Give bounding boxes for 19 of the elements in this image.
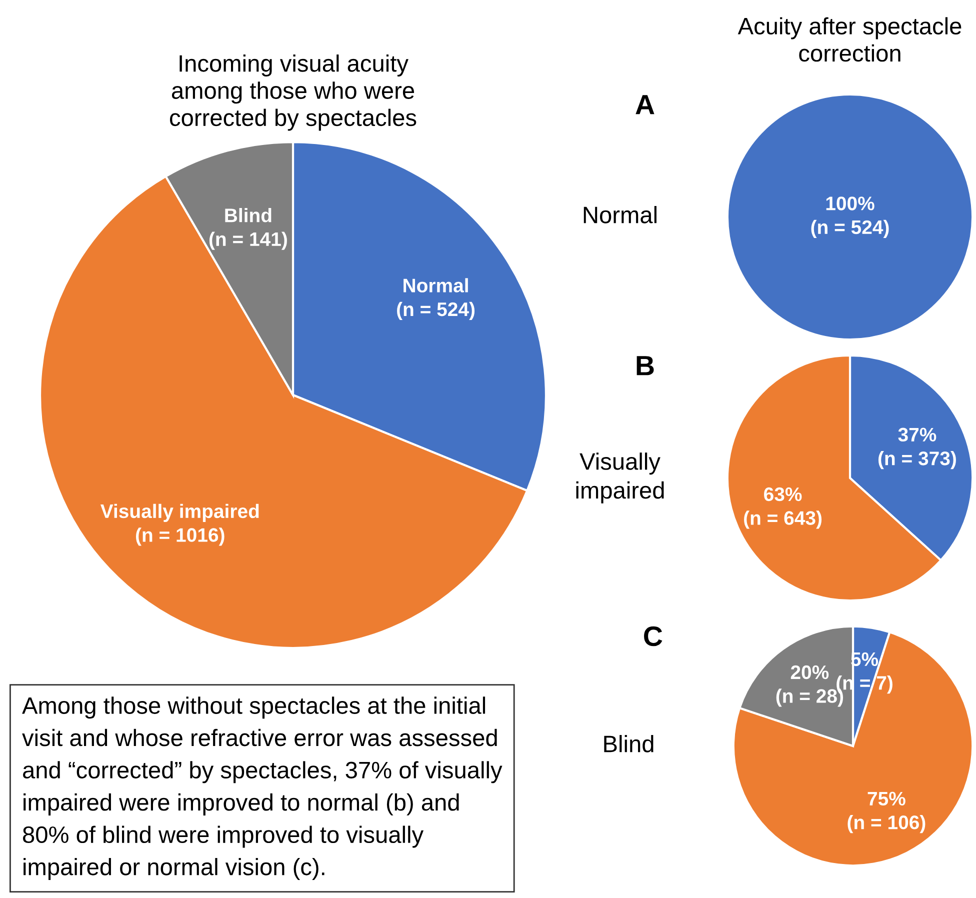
slice-label: Normal — [404, 278, 468, 292]
data-label: 37% (n = 373) — [878, 428, 956, 470]
text: C — [644, 626, 662, 646]
text: B — [636, 356, 654, 376]
data-label: (n = 1016) — [136, 528, 224, 546]
text: Blind — [604, 734, 654, 752]
text: Normal — [584, 206, 656, 224]
data-label: 63% (n = 643) — [744, 487, 822, 529]
text: A — [636, 95, 654, 114]
slice-label: Blind — [225, 208, 272, 222]
chart-title: Incoming visual acuity among those who were corrected by spectacles — [170, 54, 416, 131]
text: Among those without spectacles at the initial visit and whose refractive error was assessed and “corrected” by spectacles, 37% of visually impaired were improved to normal (b) and 80% of blind were improved to visually impaired or normal vision (c). — [22, 696, 502, 880]
data-label: 100% (n = 524) — [811, 196, 889, 238]
text: Visually impaired — [576, 452, 664, 504]
data-label: (n = 141) — [209, 232, 287, 250]
slice-label: Visually impaired — [100, 504, 259, 522]
data-label: 75% (n = 106) — [848, 792, 926, 834]
chart-title: Acuity after spectacle correction — [738, 17, 962, 62]
data-label: (n = 524) — [397, 302, 475, 320]
